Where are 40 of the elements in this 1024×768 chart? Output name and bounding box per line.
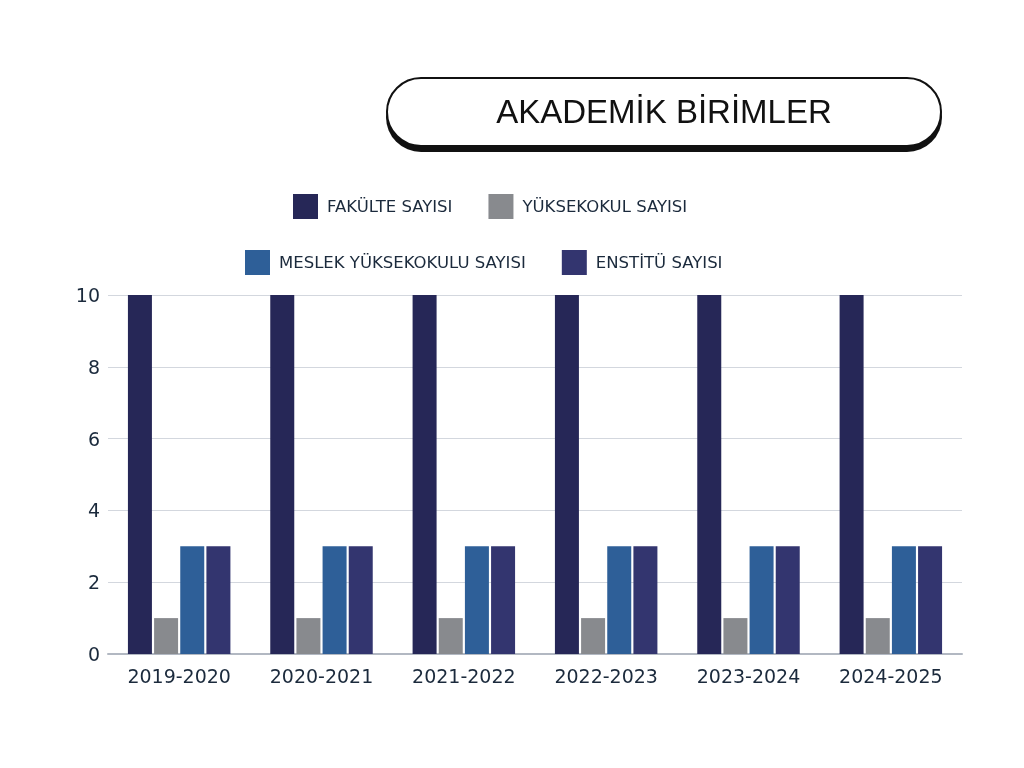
bar — [891, 546, 916, 654]
x-tick-label: 2024-2025 — [839, 664, 943, 687]
bar — [412, 295, 437, 654]
bar — [749, 546, 774, 654]
y-tick-label: 10 — [75, 284, 100, 306]
bar — [697, 295, 722, 654]
y-tick-label: 8 — [87, 355, 100, 378]
bar — [464, 546, 489, 654]
bar — [633, 546, 658, 654]
bar — [180, 546, 205, 654]
bar — [270, 295, 295, 654]
x-tick-label: 2022-2023 — [554, 664, 658, 687]
bar — [322, 546, 347, 654]
bar — [491, 546, 516, 654]
bar — [839, 295, 864, 654]
bar — [723, 618, 748, 654]
legend-label: ENSTİTÜ SAYISI — [595, 253, 723, 272]
bar — [554, 295, 579, 654]
bar — [918, 546, 943, 654]
bar — [607, 546, 632, 654]
bar — [348, 546, 373, 654]
bar — [296, 618, 321, 654]
bar — [581, 618, 606, 654]
bar — [438, 618, 463, 654]
bar — [775, 546, 800, 654]
bar — [127, 295, 152, 654]
bar — [154, 618, 179, 654]
x-tick-label: 2023-2024 — [696, 664, 801, 687]
legend-label: MESLEK YÜKSEKOKULU SAYISI — [279, 253, 526, 272]
y-tick-label: 0 — [87, 643, 100, 665]
x-tick-label: 2021-2022 — [412, 664, 516, 687]
bar — [865, 618, 890, 654]
x-tick-label: 2020-2021 — [269, 664, 374, 687]
legend-label: YÜKSEKOKUL SAYISI — [521, 197, 688, 216]
y-tick-label: 4 — [87, 499, 100, 522]
x-tick-label: 2019-2020 — [127, 664, 231, 687]
legend-label: FAKÜLTE SAYISI — [327, 197, 453, 216]
y-tick-label: 6 — [87, 427, 100, 450]
y-tick-label: 2 — [87, 571, 100, 594]
bar — [206, 546, 231, 654]
